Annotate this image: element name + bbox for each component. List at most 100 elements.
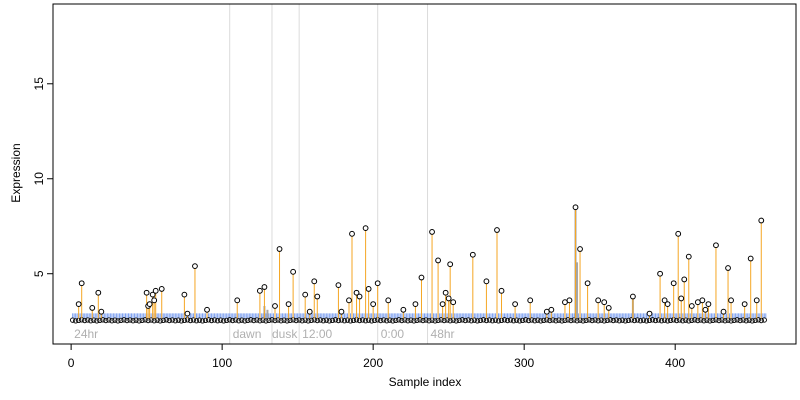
data-point [338,308,345,315]
baseline-point [559,318,565,324]
baseline-point [199,318,206,324]
baseline-point [722,318,728,324]
baseline-point [112,317,118,323]
baseline-point [151,318,157,324]
data-point [400,306,407,313]
data-point [681,276,688,283]
baseline-point [417,317,423,323]
baseline-point [133,317,139,323]
baseline-point [532,318,538,324]
baseline-point [677,317,683,323]
data-point [702,306,709,313]
x-tick-label: 200 [363,356,383,370]
baseline-point [166,317,172,324]
baseline-point [501,317,508,323]
data-point [429,229,435,235]
baseline-point [592,317,598,323]
baseline-point [211,317,218,323]
baseline-point [251,317,257,324]
data-point [365,286,372,292]
baseline-point [187,317,194,324]
baseline-point [139,317,145,324]
data-point [78,280,85,287]
baseline-point [402,317,408,323]
baseline-point [254,317,260,323]
baseline-point [115,318,121,324]
baseline-point [477,317,484,324]
data-point [95,289,102,296]
baseline-point [516,318,523,324]
data-point [483,278,490,285]
data-point [385,297,392,304]
baseline-point [118,317,124,324]
data-point [548,306,555,313]
data-point [349,230,355,237]
baseline-point [230,317,236,324]
baseline-point [365,317,372,323]
data-point [290,268,297,275]
baseline-point [242,318,248,324]
baseline-point [571,317,577,323]
data-point [664,301,671,308]
baseline-point [746,317,752,323]
baseline-point [299,318,305,324]
data-point [272,303,278,309]
baseline-point [761,317,767,323]
baseline-point [568,317,574,324]
baseline-point [326,318,333,324]
baseline-point [233,317,239,323]
baseline-point [574,318,580,324]
baseline-point [692,317,698,323]
x-axis-title: Sample index [389,375,462,389]
data-point [494,227,500,233]
baseline-point [154,317,160,323]
baseline-point [224,317,230,324]
baseline-point [683,317,689,323]
baseline-point [91,317,97,323]
x-axis: 0 100 200 300 400 [68,343,686,370]
baseline-point [236,318,242,324]
baseline-point [513,317,520,323]
baseline-point [302,317,308,323]
baseline-point [94,318,100,324]
baseline-point [214,318,221,324]
baseline-point [142,317,148,323]
baseline-point [248,317,254,323]
baseline-point [520,317,526,324]
data-point [512,301,519,308]
baseline-point [160,317,166,324]
baseline-point [628,317,635,323]
baseline-point [595,318,601,324]
data-point [445,295,452,302]
data-point [75,301,82,308]
data-point [149,291,156,298]
baseline-point [390,318,396,324]
baseline-point [245,317,251,324]
baseline-point [362,318,369,324]
baseline-point [649,317,656,323]
baseline-point [329,317,336,324]
baseline-point [674,317,680,324]
baseline-point [486,317,493,323]
baseline-point [88,318,94,324]
data-point [412,301,419,308]
baseline-point [429,317,435,323]
baseline-point [284,318,290,324]
baseline-point [275,317,281,323]
baseline-point [547,317,553,324]
baseline-point [523,317,529,323]
baseline-point [196,317,203,323]
baseline-point [743,318,749,324]
baseline-point [148,317,154,323]
baseline-point [755,317,761,323]
baseline-point [344,317,351,323]
data-point [306,308,313,315]
baseline-point [127,317,133,323]
baseline-point [172,318,178,324]
data-point [356,293,363,300]
baseline-point [405,318,411,324]
baseline-point [725,317,731,323]
baseline-point [190,317,197,323]
baseline-point [719,317,725,323]
